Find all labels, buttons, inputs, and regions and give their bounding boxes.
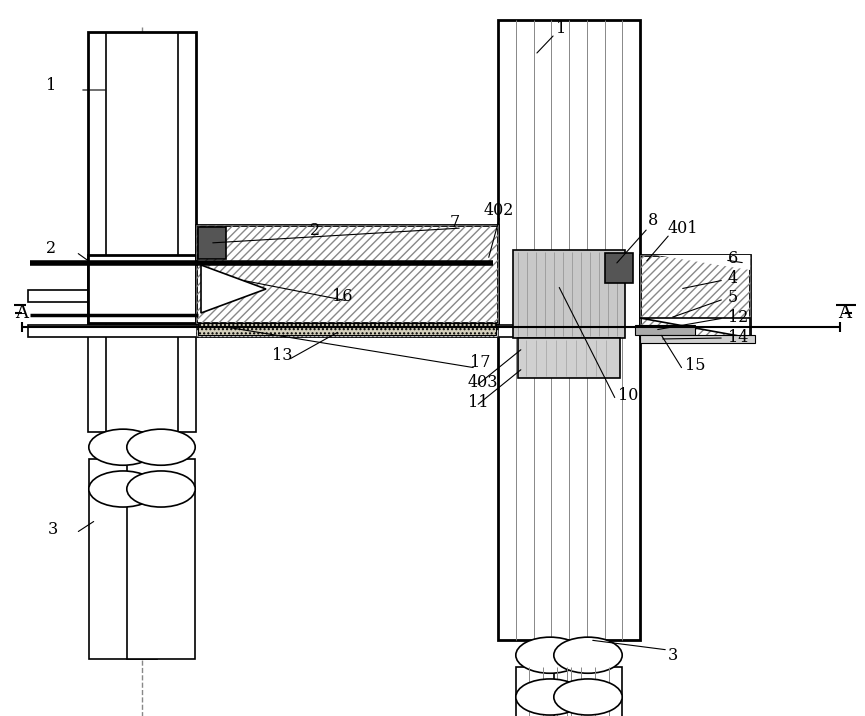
Bar	[640, 255, 750, 338]
Text: 6: 6	[728, 249, 738, 266]
Text: 3: 3	[48, 521, 58, 538]
Text: 8: 8	[648, 211, 658, 228]
Text: 17: 17	[470, 354, 490, 370]
Bar	[513, 250, 625, 338]
Text: 10: 10	[618, 387, 638, 404]
Text: 4: 4	[728, 269, 738, 286]
Text: 403: 403	[468, 374, 498, 390]
Text: 16: 16	[332, 288, 353, 304]
Text: A: A	[838, 304, 851, 322]
Ellipse shape	[554, 679, 622, 715]
Bar	[605, 253, 633, 283]
Text: 11: 11	[468, 394, 489, 410]
Text: 12: 12	[728, 309, 748, 326]
Text: 15: 15	[685, 357, 706, 374]
Bar	[640, 255, 750, 338]
Bar	[198, 323, 496, 335]
Text: 2: 2	[46, 239, 56, 256]
Bar	[516, 667, 584, 716]
Polygon shape	[201, 265, 266, 313]
Text: 5: 5	[728, 289, 738, 306]
Bar	[635, 325, 695, 335]
Text: 14: 14	[728, 329, 748, 346]
Text: 1: 1	[46, 77, 56, 94]
Bar	[89, 459, 157, 659]
Polygon shape	[640, 318, 750, 338]
Text: A: A	[16, 304, 29, 322]
Bar	[196, 225, 498, 323]
Text: 401: 401	[668, 220, 699, 236]
Ellipse shape	[127, 429, 195, 465]
Text: 2: 2	[310, 221, 320, 238]
Ellipse shape	[516, 679, 584, 715]
Ellipse shape	[89, 471, 157, 507]
Bar	[196, 325, 498, 337]
Bar	[88, 255, 196, 323]
Bar	[498, 20, 640, 640]
Text: 402: 402	[484, 201, 515, 218]
Bar	[198, 227, 226, 259]
Ellipse shape	[89, 429, 157, 465]
Bar	[88, 262, 196, 432]
Bar	[196, 225, 498, 323]
Text: 3: 3	[668, 647, 678, 664]
Ellipse shape	[127, 471, 195, 507]
Text: 13: 13	[272, 347, 292, 364]
Text: 7: 7	[450, 213, 460, 231]
Ellipse shape	[516, 637, 584, 673]
Bar	[28, 290, 88, 302]
Bar	[28, 325, 569, 337]
Bar	[127, 459, 195, 659]
Text: 1: 1	[556, 19, 567, 37]
Ellipse shape	[554, 637, 622, 673]
Bar	[554, 667, 622, 716]
Bar	[518, 338, 620, 378]
Bar	[88, 32, 196, 262]
Bar	[640, 335, 755, 343]
Polygon shape	[640, 255, 750, 270]
